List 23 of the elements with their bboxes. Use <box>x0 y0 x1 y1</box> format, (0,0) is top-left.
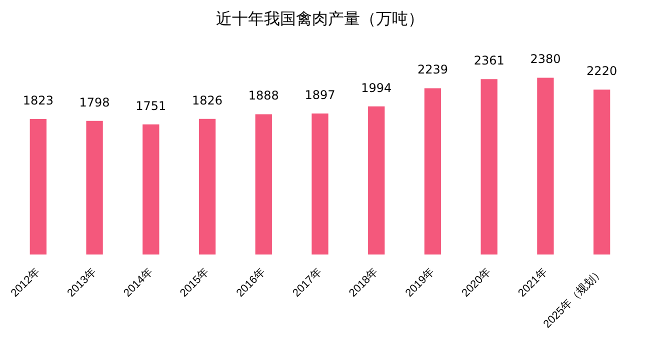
bar <box>537 78 554 254</box>
bar <box>593 90 610 254</box>
bar <box>30 119 47 254</box>
bar <box>142 124 160 254</box>
bar <box>255 114 272 254</box>
data-label: 1897 <box>304 88 336 102</box>
data-label: 1798 <box>79 95 110 110</box>
data-label: 2239 <box>417 62 448 77</box>
data-label: 2361 <box>474 54 504 68</box>
bar <box>480 79 498 254</box>
bar <box>86 120 103 254</box>
data-label: 1994 <box>361 80 392 95</box>
data-label: 1751 <box>136 98 166 113</box>
bar <box>424 88 442 254</box>
bar <box>368 106 385 254</box>
data-label: 2220 <box>586 64 618 78</box>
data-label: 1823 <box>22 93 54 108</box>
chart-title: 近十年我国禽肉产量（万吨） <box>216 8 424 28</box>
bar <box>312 114 328 254</box>
data-label: 1888 <box>248 88 279 103</box>
data-label: 1826 <box>192 93 223 108</box>
data-label: 2380 <box>530 52 561 66</box>
bar <box>198 118 216 254</box>
